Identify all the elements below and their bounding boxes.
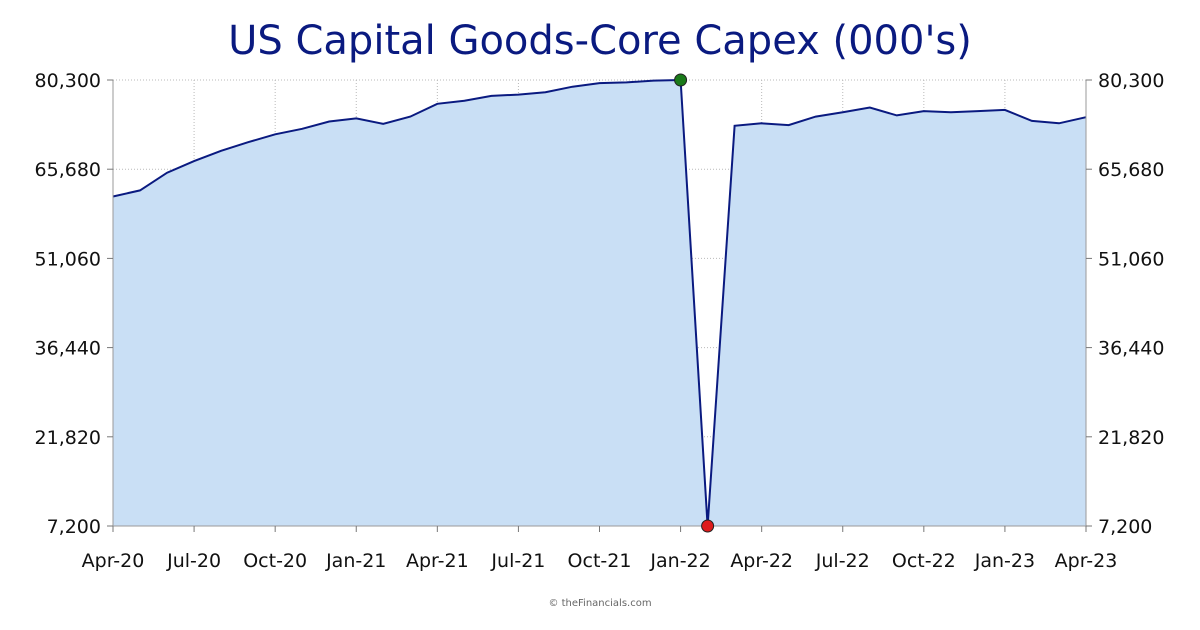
chart-title: US Capital Goods-Core Capex (000's) — [228, 18, 972, 64]
extreme-markers — [674, 73, 715, 533]
y-axis-right: 7,200 21,820 36,440 51,060 65,680 80,300 — [1086, 70, 1164, 538]
y-tick-label-right: 7,200 — [1098, 516, 1152, 538]
y-tick-label-left: 80,300 — [35, 70, 101, 92]
x-tick-label: Jan-23 — [974, 550, 1035, 572]
y-tick-label-left: 51,060 — [35, 248, 101, 270]
x-tick-label: Jan-22 — [649, 550, 710, 572]
x-tick-label: Jul-22 — [815, 550, 870, 572]
x-tick-label: Oct-20 — [243, 550, 307, 572]
x-tick-label: Jan-21 — [325, 550, 386, 572]
x-tick-label: Apr-22 — [730, 550, 793, 572]
y-tick-label-left: 65,680 — [35, 159, 101, 181]
x-axis: Apr-20 Jul-20 Oct-20 Jan-21 Apr-21 Jul-21 Oct-… — [82, 526, 1118, 572]
x-tick-label: Jul-20 — [166, 550, 221, 572]
x-tick-label: Apr-23 — [1055, 550, 1118, 572]
y-tick-label-right: 65,680 — [1098, 159, 1164, 181]
y-axis-left: 7,200 21,820 36,440 51,060 65,680 80,300 — [35, 70, 113, 538]
series-line — [112, 78, 1087, 527]
max-point-marker — [674, 73, 688, 87]
x-tick-label: Oct-21 — [568, 550, 632, 572]
x-tick-label: Apr-20 — [82, 550, 145, 572]
y-tick-label-right: 36,440 — [1098, 338, 1164, 360]
y-tick-label-left: 36,440 — [35, 338, 101, 360]
y-tick-label-right: 51,060 — [1098, 248, 1164, 270]
y-tick-label-left: 21,820 — [35, 427, 101, 449]
credit-text: © theFinancials.com — [548, 598, 652, 609]
y-tick-label-right: 21,820 — [1098, 427, 1164, 449]
y-tick-label-left: 7,200 — [47, 516, 101, 538]
x-tick-label: Oct-22 — [892, 550, 956, 572]
series-area-fill — [113, 80, 1086, 526]
x-tick-label: Jul-21 — [490, 550, 545, 572]
min-point-marker — [701, 519, 715, 533]
y-tick-label-right: 80,300 — [1098, 70, 1164, 92]
x-tick-label: Apr-21 — [406, 550, 469, 572]
